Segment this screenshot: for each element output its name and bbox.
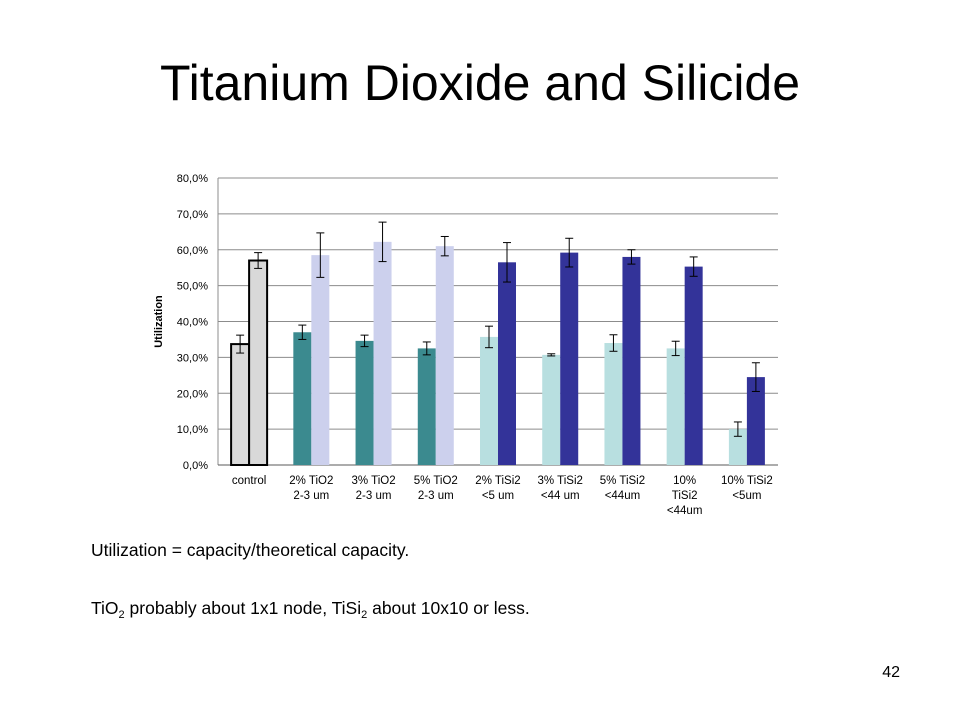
x-category-label: 2-3 um xyxy=(293,490,329,502)
x-category-label: 2% TiSi2 xyxy=(475,475,520,487)
slide-number: 42 xyxy=(882,664,900,681)
bar xyxy=(604,343,623,465)
y-tick-label: 10,0% xyxy=(177,424,208,436)
y-tick-label: 70,0% xyxy=(177,209,208,221)
x-category-label: 2% TiO2 xyxy=(289,475,333,487)
bar xyxy=(230,343,251,467)
y-tick-label: 0,0% xyxy=(183,460,208,472)
x-category-label: <44um xyxy=(667,505,702,517)
bar xyxy=(248,259,269,467)
x-category-label: 10% xyxy=(673,475,696,487)
x-category-label: control xyxy=(232,475,267,487)
x-category-label: <5 um xyxy=(482,490,514,502)
bar xyxy=(666,348,685,465)
slide-title: Titanium Dioxide and Silicide xyxy=(159,55,801,111)
bar xyxy=(746,377,765,465)
note-text-part: probably about 1x1 node, TiSi xyxy=(124,598,362,618)
bar xyxy=(684,266,703,465)
y-tick-label: 60,0% xyxy=(177,245,208,257)
bar xyxy=(311,255,330,465)
note-text-part: about 10x10 or less. xyxy=(367,598,530,618)
y-tick-label: 50,0% xyxy=(177,281,208,293)
note-text-part: TiO xyxy=(91,598,119,618)
x-category-label: 5% TiSi2 xyxy=(600,475,645,487)
x-category-label: TiSi2 xyxy=(672,490,698,502)
bar xyxy=(622,256,641,465)
bar xyxy=(480,336,498,465)
bar xyxy=(373,241,392,465)
bar xyxy=(355,340,374,465)
x-category-label: 3% TiSi2 xyxy=(538,475,583,487)
bar xyxy=(728,429,747,465)
x-category-label: <44um xyxy=(605,490,640,502)
utilization-definition-note: Utilization = capacity/theoretical capac… xyxy=(91,540,410,560)
y-axis-title: Utilization xyxy=(153,295,165,348)
particle-size-note: TiO2 probably about 1x1 node, TiSi2 abou… xyxy=(91,598,530,621)
y-tick-label: 80,0% xyxy=(177,173,208,185)
x-category-label: 2-3 um xyxy=(418,490,454,502)
note-subscript: 2 xyxy=(361,609,368,621)
bar xyxy=(293,332,312,465)
bar xyxy=(542,354,561,465)
utilization-bar-chart: 0,0% 10,0% 20,0% 30,0% 40,0% 50,0% 60,0% 70,0% 8… xyxy=(153,173,778,517)
bar xyxy=(498,262,516,465)
y-tick-label: 30,0% xyxy=(177,352,208,364)
x-category-label: 5% TiO2 xyxy=(414,475,458,487)
x-category-label: 3% TiO2 xyxy=(352,475,396,487)
y-tick-label: 20,0% xyxy=(177,388,208,400)
bar xyxy=(435,246,454,465)
x-category-label: 10% TiSi2 xyxy=(721,475,773,487)
x-category-label: <44 um xyxy=(541,490,580,502)
note-subscript: 2 xyxy=(118,609,125,621)
x-category-label: 2-3 um xyxy=(356,490,392,502)
bar xyxy=(560,252,579,465)
x-category-label: <5um xyxy=(732,490,761,502)
bar xyxy=(417,348,436,465)
y-tick-label: 40,0% xyxy=(177,317,208,329)
